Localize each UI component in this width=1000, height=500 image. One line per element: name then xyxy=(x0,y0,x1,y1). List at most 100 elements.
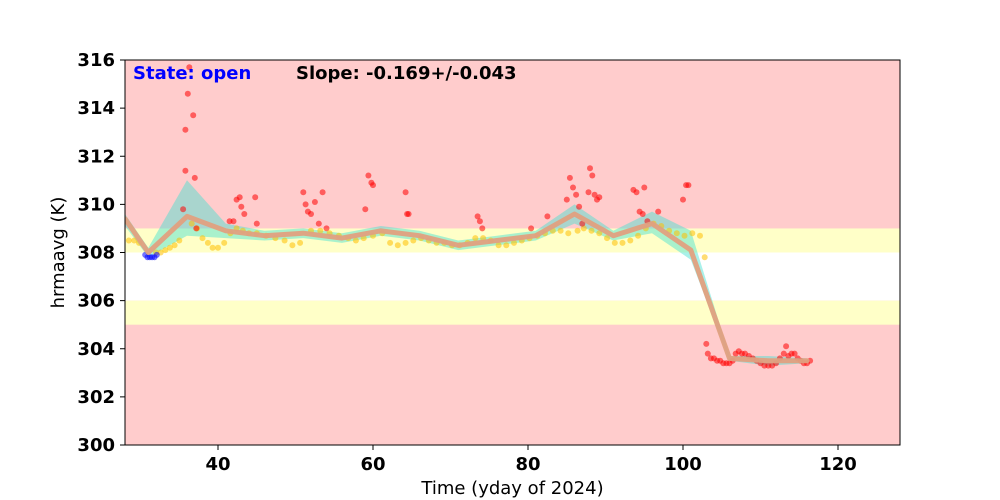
slope-annotation: Slope: -0.169+/-0.043 xyxy=(296,63,517,84)
data-point xyxy=(689,230,696,237)
data-point xyxy=(387,239,394,246)
data-point xyxy=(570,184,576,191)
data-point xyxy=(681,232,688,239)
x-tick-label: 120 xyxy=(819,454,857,475)
data-point xyxy=(311,199,318,205)
data-point xyxy=(580,225,587,232)
data-point xyxy=(317,227,324,234)
data-point xyxy=(585,189,592,196)
data-point xyxy=(563,196,570,203)
data-point xyxy=(166,244,173,251)
data-point xyxy=(182,167,189,174)
data-point xyxy=(238,203,245,210)
data-point xyxy=(474,213,481,220)
y-tick-label: 310 xyxy=(77,194,115,215)
data-point xyxy=(780,350,787,357)
data-point xyxy=(697,232,703,239)
data-point xyxy=(176,237,183,244)
data-point xyxy=(596,230,603,237)
data-point xyxy=(315,220,322,227)
y-tick-label: 302 xyxy=(77,387,115,408)
data-point xyxy=(511,239,517,246)
data-point xyxy=(300,189,307,196)
data-point xyxy=(703,340,710,347)
data-point xyxy=(701,254,708,261)
data-point xyxy=(576,203,583,210)
data-point xyxy=(153,251,160,258)
x-tick-label: 60 xyxy=(360,454,385,475)
data-point xyxy=(589,172,596,179)
x-tick-label: 100 xyxy=(664,454,702,475)
data-point xyxy=(182,126,189,133)
data-point xyxy=(308,211,314,217)
data-point xyxy=(402,239,409,246)
data-point xyxy=(783,343,790,350)
data-point xyxy=(281,237,288,244)
y-tick-label: 308 xyxy=(77,243,115,264)
data-point xyxy=(704,350,711,357)
data-point xyxy=(472,235,479,242)
data-point xyxy=(394,242,401,249)
data-point xyxy=(221,239,228,246)
data-point xyxy=(252,194,259,201)
data-point xyxy=(611,239,618,246)
y-tick-label: 312 xyxy=(77,146,115,167)
data-point xyxy=(588,227,595,234)
data-point xyxy=(685,182,692,189)
data-point xyxy=(639,211,646,217)
data-point xyxy=(230,218,237,225)
data-point xyxy=(180,206,187,213)
data-point xyxy=(566,174,573,181)
data-point xyxy=(241,211,248,217)
data-point xyxy=(557,227,564,234)
data-point xyxy=(410,237,417,244)
data-point xyxy=(297,239,304,246)
data-point xyxy=(365,172,372,179)
data-point xyxy=(352,237,359,244)
data-point xyxy=(215,244,221,251)
data-point xyxy=(641,184,648,191)
data-point xyxy=(604,235,610,242)
data-point xyxy=(253,220,260,227)
data-point xyxy=(190,112,197,119)
data-point xyxy=(162,247,169,254)
data-point xyxy=(495,242,502,249)
data-point xyxy=(573,191,580,198)
data-point xyxy=(635,232,642,239)
data-point xyxy=(131,237,138,244)
data-point xyxy=(193,225,200,232)
data-point xyxy=(565,230,572,237)
data-point xyxy=(591,191,598,198)
x-tick-label: 40 xyxy=(205,454,230,475)
x-tick-label: 80 xyxy=(515,454,540,475)
band-white-nominal xyxy=(125,252,900,301)
data-point xyxy=(362,206,369,213)
y-tick-label: 316 xyxy=(77,50,115,71)
data-point xyxy=(596,194,603,201)
data-point xyxy=(544,213,551,220)
data-point xyxy=(680,196,686,203)
data-point xyxy=(503,242,510,249)
y-axis-label: hrmaavg (K) xyxy=(48,197,69,309)
data-point xyxy=(319,189,326,196)
data-point xyxy=(579,220,586,227)
y-tick-label: 304 xyxy=(77,339,115,360)
data-point xyxy=(655,208,662,215)
data-point xyxy=(186,64,193,71)
state-annotation: State: open xyxy=(133,63,251,84)
data-point xyxy=(236,194,243,201)
trend-line xyxy=(125,211,810,364)
x-axis: 40 60 80 100 120 xyxy=(205,445,857,475)
data-point xyxy=(370,182,376,189)
data-point xyxy=(302,201,309,208)
data-point xyxy=(479,225,486,232)
band-yellow-lower xyxy=(125,300,900,325)
data-point xyxy=(402,189,409,196)
data-point xyxy=(476,218,483,225)
y-tick-label: 306 xyxy=(77,291,115,312)
data-point xyxy=(633,189,640,196)
data-point xyxy=(587,165,593,172)
data-point xyxy=(125,237,132,244)
plot-area xyxy=(125,60,900,445)
